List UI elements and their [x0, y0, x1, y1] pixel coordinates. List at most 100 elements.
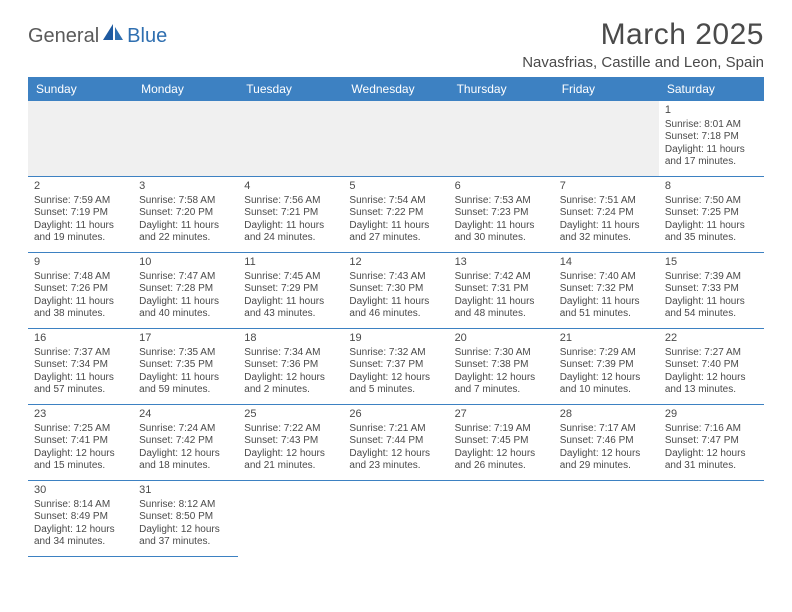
daylight-text: and 51 minutes.	[560, 308, 653, 321]
day-number: 27	[455, 408, 548, 422]
sunrise-text: Sunrise: 7:45 AM	[244, 271, 337, 284]
calendar-cell: 15Sunrise: 7:39 AMSunset: 7:33 PMDayligh…	[659, 253, 764, 329]
day-number: 20	[455, 332, 548, 346]
daylight-text: Daylight: 12 hours	[560, 372, 653, 385]
calendar-cell: 17Sunrise: 7:35 AMSunset: 7:35 PMDayligh…	[133, 329, 238, 405]
daylight-text: and 46 minutes.	[349, 308, 442, 321]
calendar-cell: 26Sunrise: 7:21 AMSunset: 7:44 PMDayligh…	[343, 405, 448, 481]
day-number: 10	[139, 256, 232, 270]
sunset-text: Sunset: 7:40 PM	[665, 359, 758, 372]
sunrise-text: Sunrise: 7:59 AM	[34, 195, 127, 208]
sunset-text: Sunset: 7:46 PM	[560, 435, 653, 448]
sunrise-text: Sunrise: 7:58 AM	[139, 195, 232, 208]
sunrise-text: Sunrise: 8:01 AM	[665, 119, 758, 132]
sunrise-text: Sunrise: 7:22 AM	[244, 423, 337, 436]
daylight-text: and 59 minutes.	[139, 384, 232, 397]
daylight-text: Daylight: 12 hours	[349, 372, 442, 385]
weekday-label: Thursday	[449, 77, 554, 101]
daylight-text: Daylight: 11 hours	[139, 220, 232, 233]
weekday-label: Tuesday	[238, 77, 343, 101]
calendar-body: 1Sunrise: 8:01 AMSunset: 7:18 PMDaylight…	[28, 101, 764, 557]
sunset-text: Sunset: 7:33 PM	[665, 283, 758, 296]
daylight-text: and 31 minutes.	[665, 460, 758, 473]
sunset-text: Sunset: 7:24 PM	[560, 207, 653, 220]
daylight-text: and 32 minutes.	[560, 232, 653, 245]
calendar-cell	[554, 101, 659, 177]
daylight-text: and 23 minutes.	[349, 460, 442, 473]
sunrise-text: Sunrise: 7:39 AM	[665, 271, 758, 284]
sunrise-text: Sunrise: 7:54 AM	[349, 195, 442, 208]
sunset-text: Sunset: 7:26 PM	[34, 283, 127, 296]
sunset-text: Sunset: 7:30 PM	[349, 283, 442, 296]
day-number: 22	[665, 332, 758, 346]
sunset-text: Sunset: 7:20 PM	[139, 207, 232, 220]
sunset-text: Sunset: 7:37 PM	[349, 359, 442, 372]
daylight-text: Daylight: 12 hours	[560, 448, 653, 461]
sunrise-text: Sunrise: 7:56 AM	[244, 195, 337, 208]
sunset-text: Sunset: 8:50 PM	[139, 511, 232, 524]
calendar-cell: 2Sunrise: 7:59 AMSunset: 7:19 PMDaylight…	[28, 177, 133, 253]
sunset-text: Sunset: 7:41 PM	[34, 435, 127, 448]
calendar-cell: 19Sunrise: 7:32 AMSunset: 7:37 PMDayligh…	[343, 329, 448, 405]
sunset-text: Sunset: 7:43 PM	[244, 435, 337, 448]
calendar-cell	[238, 101, 343, 177]
sunrise-text: Sunrise: 7:27 AM	[665, 347, 758, 360]
sunrise-text: Sunrise: 7:30 AM	[455, 347, 548, 360]
daylight-text: and 19 minutes.	[34, 232, 127, 245]
sunset-text: Sunset: 7:18 PM	[665, 131, 758, 144]
header: General Blue March 2025 Navasfrias, Cast…	[28, 18, 764, 71]
sunrise-text: Sunrise: 7:21 AM	[349, 423, 442, 436]
calendar-cell: 25Sunrise: 7:22 AMSunset: 7:43 PMDayligh…	[238, 405, 343, 481]
daylight-text: Daylight: 11 hours	[139, 296, 232, 309]
calendar-cell	[554, 481, 659, 557]
day-number: 14	[560, 256, 653, 270]
daylight-text: Daylight: 11 hours	[665, 144, 758, 157]
day-number: 12	[349, 256, 442, 270]
calendar-cell: 11Sunrise: 7:45 AMSunset: 7:29 PMDayligh…	[238, 253, 343, 329]
daylight-text: and 54 minutes.	[665, 308, 758, 321]
day-number: 3	[139, 180, 232, 194]
daylight-text: Daylight: 12 hours	[455, 448, 548, 461]
daylight-text: and 18 minutes.	[139, 460, 232, 473]
daylight-text: and 15 minutes.	[34, 460, 127, 473]
sunrise-text: Sunrise: 7:34 AM	[244, 347, 337, 360]
calendar-cell: 4Sunrise: 7:56 AMSunset: 7:21 PMDaylight…	[238, 177, 343, 253]
sunset-text: Sunset: 7:23 PM	[455, 207, 548, 220]
calendar-cell: 3Sunrise: 7:58 AMSunset: 7:20 PMDaylight…	[133, 177, 238, 253]
day-number: 13	[455, 256, 548, 270]
daylight-text: and 43 minutes.	[244, 308, 337, 321]
daylight-text: and 57 minutes.	[34, 384, 127, 397]
day-number: 28	[560, 408, 653, 422]
sunset-text: Sunset: 7:31 PM	[455, 283, 548, 296]
daylight-text: and 26 minutes.	[455, 460, 548, 473]
daylight-text: Daylight: 11 hours	[560, 296, 653, 309]
sunrise-text: Sunrise: 7:24 AM	[139, 423, 232, 436]
day-number: 7	[560, 180, 653, 194]
sunrise-text: Sunrise: 7:32 AM	[349, 347, 442, 360]
daylight-text: Daylight: 11 hours	[349, 220, 442, 233]
calendar-cell	[449, 481, 554, 557]
daylight-text: Daylight: 11 hours	[34, 372, 127, 385]
day-number: 6	[455, 180, 548, 194]
calendar-cell: 10Sunrise: 7:47 AMSunset: 7:28 PMDayligh…	[133, 253, 238, 329]
daylight-text: and 13 minutes.	[665, 384, 758, 397]
daylight-text: and 17 minutes.	[665, 156, 758, 169]
weekday-label: Sunday	[28, 77, 133, 101]
daylight-text: Daylight: 12 hours	[34, 448, 127, 461]
day-number: 29	[665, 408, 758, 422]
sunrise-text: Sunrise: 7:50 AM	[665, 195, 758, 208]
month-title: March 2025	[522, 18, 764, 52]
weekday-label: Friday	[554, 77, 659, 101]
sunrise-text: Sunrise: 7:47 AM	[139, 271, 232, 284]
calendar-cell: 31Sunrise: 8:12 AMSunset: 8:50 PMDayligh…	[133, 481, 238, 557]
calendar-cell: 18Sunrise: 7:34 AMSunset: 7:36 PMDayligh…	[238, 329, 343, 405]
daylight-text: and 38 minutes.	[34, 308, 127, 321]
daylight-text: and 10 minutes.	[560, 384, 653, 397]
day-number: 21	[560, 332, 653, 346]
day-number: 30	[34, 484, 127, 498]
sunset-text: Sunset: 7:44 PM	[349, 435, 442, 448]
calendar-cell	[449, 101, 554, 177]
calendar-cell: 12Sunrise: 7:43 AMSunset: 7:30 PMDayligh…	[343, 253, 448, 329]
calendar-page: General Blue March 2025 Navasfrias, Cast…	[0, 0, 792, 567]
calendar-cell	[343, 481, 448, 557]
